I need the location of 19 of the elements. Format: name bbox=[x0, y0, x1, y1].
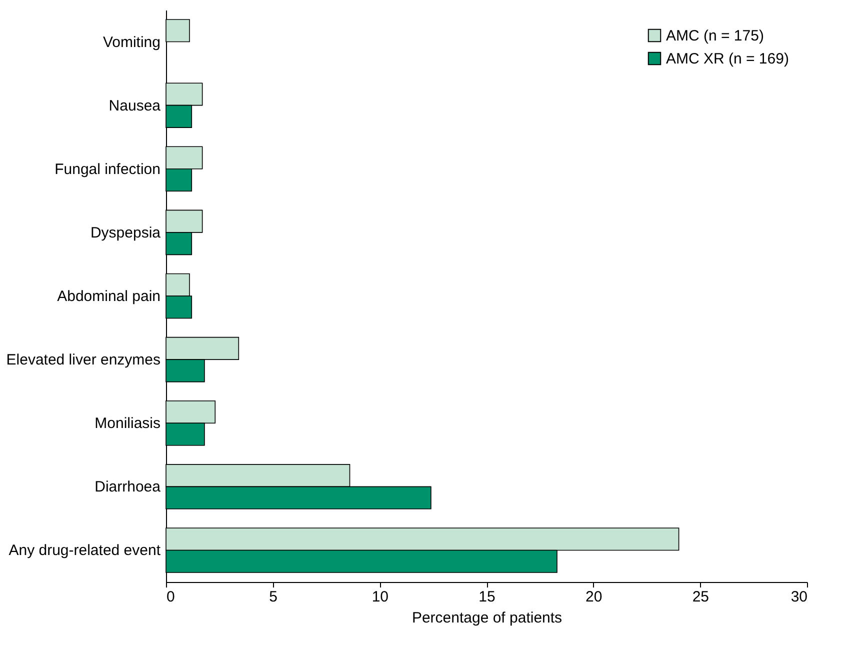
y-tick-label: Elevated liver enzymes bbox=[6, 352, 160, 369]
y-tick-label: Vomiting bbox=[102, 34, 160, 51]
x-tick-label: 30 bbox=[790, 588, 808, 606]
x-tick-label: 25 bbox=[692, 588, 710, 606]
x-tick-label: 0 bbox=[166, 588, 175, 606]
y-tick-label: Moniliasis bbox=[94, 415, 160, 432]
x-tick-label: 20 bbox=[585, 588, 602, 606]
y-tick-label: Dyspepsia bbox=[90, 224, 162, 242]
legend-label: AMC XR (n = 169) bbox=[666, 50, 789, 68]
y-tick-label: Abdominal pain bbox=[57, 288, 160, 305]
x-tick-label: 10 bbox=[372, 588, 389, 606]
x-tick-label: 5 bbox=[269, 588, 278, 606]
y-tick-label: Any drug-related event bbox=[8, 542, 162, 560]
legend-label: AMC (n = 175) bbox=[666, 28, 764, 44]
x-axis-title: Percentage of patients bbox=[412, 610, 562, 626]
y-tick-label: Diarrhoea bbox=[94, 478, 162, 496]
x-tick-label: 15 bbox=[478, 588, 496, 606]
y-tick-label: Nausea bbox=[108, 97, 162, 114]
y-tick-label: Fungal infection bbox=[54, 160, 160, 178]
